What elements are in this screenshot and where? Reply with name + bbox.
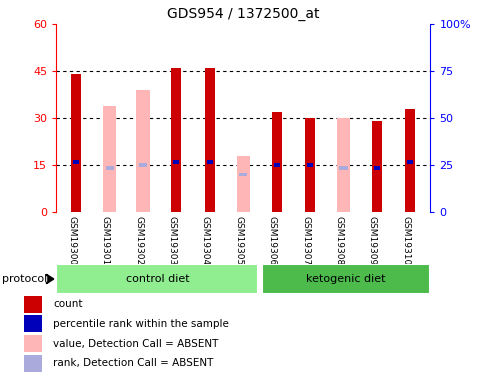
Bar: [407, 160, 412, 164]
Bar: [271, 112, 281, 212]
Bar: [371, 121, 381, 212]
Bar: [206, 160, 212, 164]
Text: percentile rank within the sample: percentile rank within the sample: [53, 319, 229, 329]
Bar: [171, 68, 181, 212]
Bar: [339, 166, 347, 170]
Text: GSM19308: GSM19308: [334, 216, 343, 266]
Title: GDS954 / 1372500_at: GDS954 / 1372500_at: [167, 7, 319, 21]
Bar: [56, 264, 258, 294]
Bar: [305, 118, 314, 212]
Bar: [236, 156, 249, 212]
Text: GSM19303: GSM19303: [167, 216, 176, 266]
Text: value, Detection Call = ABSENT: value, Detection Call = ABSENT: [53, 339, 218, 348]
Bar: [73, 160, 79, 164]
Text: GSM19306: GSM19306: [267, 216, 276, 266]
Bar: [24, 354, 41, 372]
Bar: [103, 106, 116, 212]
Text: control diet: control diet: [126, 274, 190, 284]
Bar: [262, 264, 429, 294]
Text: GSM19300: GSM19300: [67, 216, 76, 266]
Bar: [105, 166, 114, 170]
Bar: [71, 74, 81, 212]
Text: protocol: protocol: [2, 274, 48, 284]
Bar: [204, 68, 214, 212]
Bar: [336, 118, 349, 212]
Bar: [24, 335, 41, 352]
Bar: [24, 315, 41, 333]
Bar: [373, 166, 379, 170]
Bar: [173, 160, 179, 164]
Bar: [136, 90, 149, 212]
Text: GSM19307: GSM19307: [301, 216, 309, 266]
Bar: [306, 163, 312, 167]
Text: GSM19305: GSM19305: [234, 216, 243, 266]
Text: GSM19310: GSM19310: [401, 216, 409, 266]
Text: GSM19304: GSM19304: [201, 216, 209, 265]
Text: count: count: [53, 299, 83, 309]
Text: GSM19309: GSM19309: [367, 216, 376, 266]
Bar: [273, 163, 279, 167]
Bar: [24, 296, 41, 313]
Text: GSM19302: GSM19302: [134, 216, 143, 265]
Bar: [405, 109, 414, 212]
Bar: [239, 172, 247, 176]
Text: GSM19301: GSM19301: [101, 216, 109, 266]
Bar: [139, 163, 147, 167]
Text: ketogenic diet: ketogenic diet: [305, 274, 384, 284]
Text: rank, Detection Call = ABSENT: rank, Detection Call = ABSENT: [53, 358, 213, 368]
